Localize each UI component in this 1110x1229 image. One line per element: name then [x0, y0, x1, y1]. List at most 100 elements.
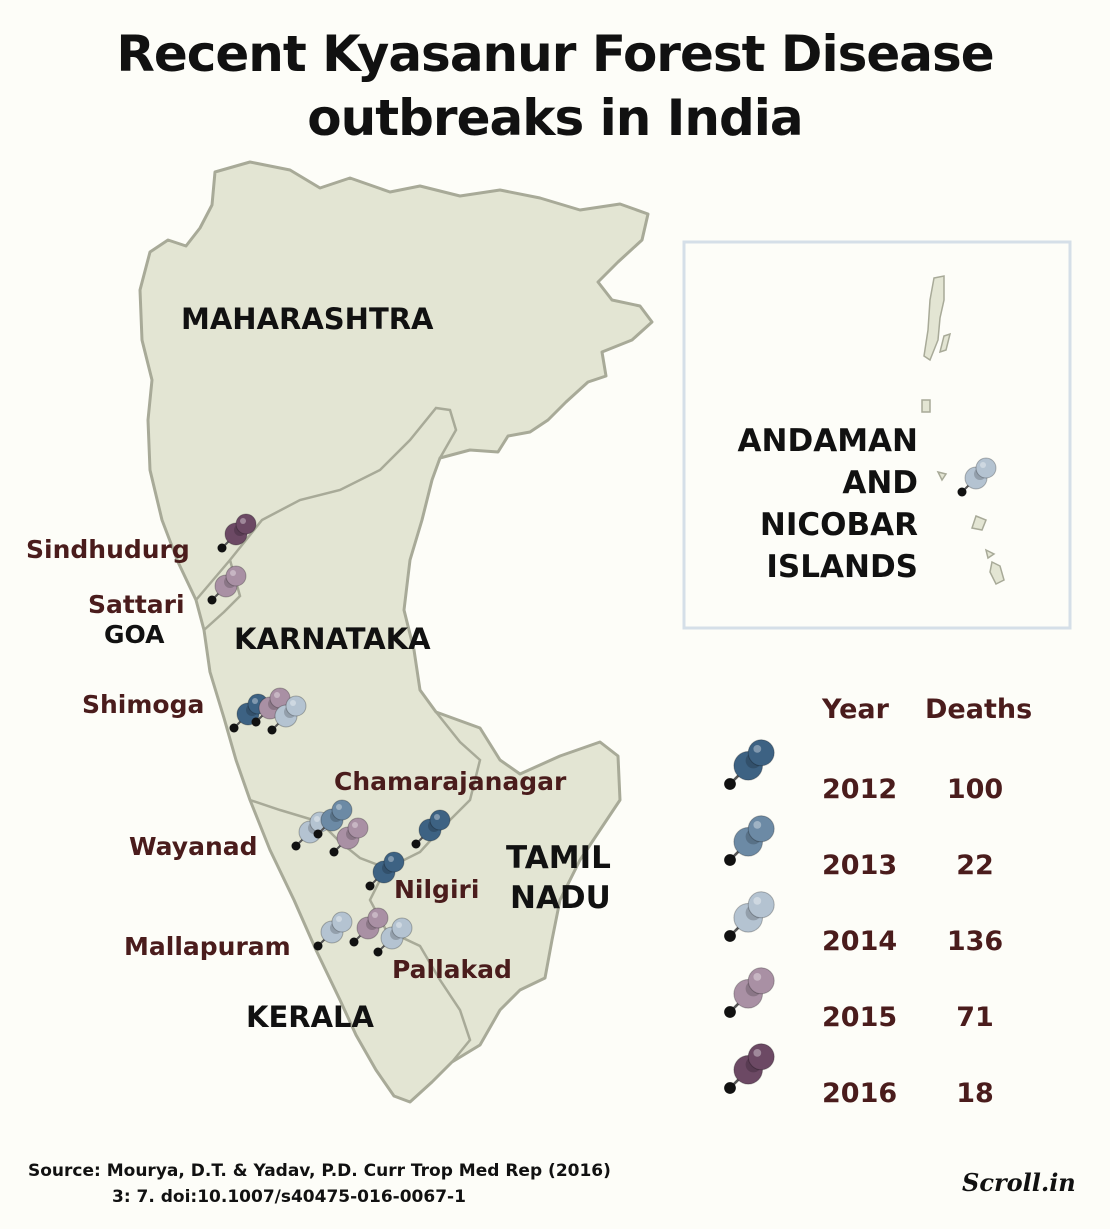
pin-highlight — [240, 518, 246, 524]
place-label-sattari: Sattari — [88, 590, 185, 619]
legend-row-2016: 2016 18 — [700, 1060, 1080, 1130]
legend-year: 2013 — [822, 850, 898, 881]
source-line1: Source: Mourya, D.T. & Yadav, P.D. Curr … — [28, 1161, 611, 1181]
state-border-karnataka-kerala — [249, 798, 387, 870]
island-car-nicobar — [936, 470, 948, 482]
legend-deaths-header: Deaths — [925, 694, 1033, 725]
inset-frame — [682, 240, 1072, 630]
inset-label-line1: ANDAMAN — [737, 423, 918, 459]
pin-highlight — [434, 814, 440, 820]
map-title-line2: outbreaks in India — [307, 89, 803, 147]
pin-pallakad-2015 — [349, 907, 389, 947]
pin-point — [251, 717, 261, 727]
pin-sindhudurg-2016 — [217, 513, 257, 553]
island-great-nicobar — [989, 560, 1005, 586]
pin-head — [383, 851, 405, 873]
place-label-sindhudurg: Sindhudurg — [26, 535, 190, 564]
pin-point — [349, 937, 359, 947]
map-title-line1: Recent Kyasanur Forest Disease — [116, 25, 994, 83]
pin-highlight — [352, 822, 358, 828]
pin-head — [747, 815, 775, 843]
legend-row-2013: 2013 22 — [700, 832, 1080, 902]
map-title: Recent Kyasanur Forest Disease outbreaks… — [0, 22, 1110, 150]
inset-label-line3: NICOBAR — [759, 507, 918, 543]
legend-year: 2016 — [822, 1078, 898, 1109]
legend-pin-2012 — [724, 739, 775, 790]
pin-highlight — [753, 745, 762, 753]
pin-highlight — [314, 816, 320, 822]
place-label-chamarajanagar: Chamarajanagar — [334, 767, 567, 796]
pin-head — [747, 967, 775, 995]
pin-point — [267, 725, 277, 735]
place-label-mallapuram: Mallapuram — [124, 932, 291, 961]
pin-shimoga-2015 — [251, 687, 291, 727]
pin-chamarajanagar-2012 — [411, 809, 451, 849]
pin-highlight — [753, 973, 762, 981]
pin-highlight — [753, 821, 762, 829]
pin-highlight — [252, 698, 258, 704]
pin-head — [225, 565, 247, 587]
pin-head — [391, 917, 413, 939]
legend-row-2014: 2014 136 — [700, 908, 1080, 978]
legend-pin-2013 — [724, 815, 775, 866]
place-label-shimoga: Shimoga — [82, 690, 205, 719]
pin-point — [724, 930, 736, 942]
pin-head — [235, 513, 257, 535]
map-pins — [207, 457, 997, 957]
pin-highlight — [230, 570, 236, 576]
pin-highlight — [753, 897, 762, 905]
publisher-logo: Scroll.in — [962, 1168, 1076, 1197]
pin-point — [365, 881, 375, 891]
legend-deaths: 71 — [956, 1002, 994, 1033]
pin-head — [331, 799, 353, 821]
pin-point — [724, 1082, 736, 1094]
legend-deaths: 100 — [946, 774, 1004, 805]
pin-highlight — [336, 804, 342, 810]
legend-pin-2014 — [724, 891, 775, 942]
pin-head — [347, 817, 369, 839]
pin-head — [285, 695, 307, 717]
state-label-kerala: KERALA — [246, 1000, 374, 1034]
pin-highlight — [388, 856, 394, 862]
state-label-goa: GOA — [104, 620, 165, 649]
pin-point — [373, 947, 383, 957]
legend-year: 2014 — [822, 926, 898, 957]
pin-sattari-2015 — [207, 565, 247, 605]
pin-shimoga-2014 — [267, 695, 307, 735]
pin-mallapuram-2014 — [313, 911, 353, 951]
pin-head — [331, 911, 353, 933]
source-line2: 3: 7. doi:10.1007/s40475-016-0067-1 — [112, 1187, 466, 1207]
landmass — [138, 160, 654, 1104]
pin-wayanad-2013 — [313, 799, 353, 839]
legend-year: 2015 — [822, 1002, 898, 1033]
pin-point — [724, 1006, 736, 1018]
inset-label-andaman-nicobar: ANDAMAN AND NICOBAR ISLANDS — [700, 420, 918, 588]
island-north-andaman — [923, 275, 945, 362]
pin-highlight — [980, 462, 986, 468]
state-border-maharashtra-karnataka — [195, 406, 458, 601]
legend-row-2015: 2015 71 — [700, 984, 1080, 1054]
legend-pin-2016 — [724, 1043, 775, 1094]
legend-pin-2015 — [724, 967, 775, 1018]
state-label-nadu: NADU — [510, 880, 611, 916]
pin-highlight — [274, 692, 280, 698]
pin-point — [724, 778, 736, 790]
pin-andaman-2014 — [957, 457, 997, 497]
island-nicobar-small — [984, 548, 996, 560]
legend-row-2012: 2012 100 — [700, 756, 1080, 826]
legend-pins — [724, 739, 775, 1094]
legend-deaths: 136 — [946, 926, 1004, 957]
island-ritchie — [938, 332, 952, 354]
pin-point — [313, 941, 323, 951]
state-label-maharashtra: MAHARASHTRA — [181, 302, 434, 336]
pin-highlight — [753, 1049, 762, 1057]
pin-point — [329, 847, 339, 857]
pin-nilgiri-2012 — [365, 851, 405, 891]
pin-head — [747, 739, 775, 767]
pin-head — [429, 809, 451, 831]
legend-deaths: 18 — [956, 1078, 994, 1109]
state-label-tamil: TAMIL — [506, 840, 611, 876]
pin-point — [313, 829, 323, 839]
pin-pallakad-2014 — [373, 917, 413, 957]
